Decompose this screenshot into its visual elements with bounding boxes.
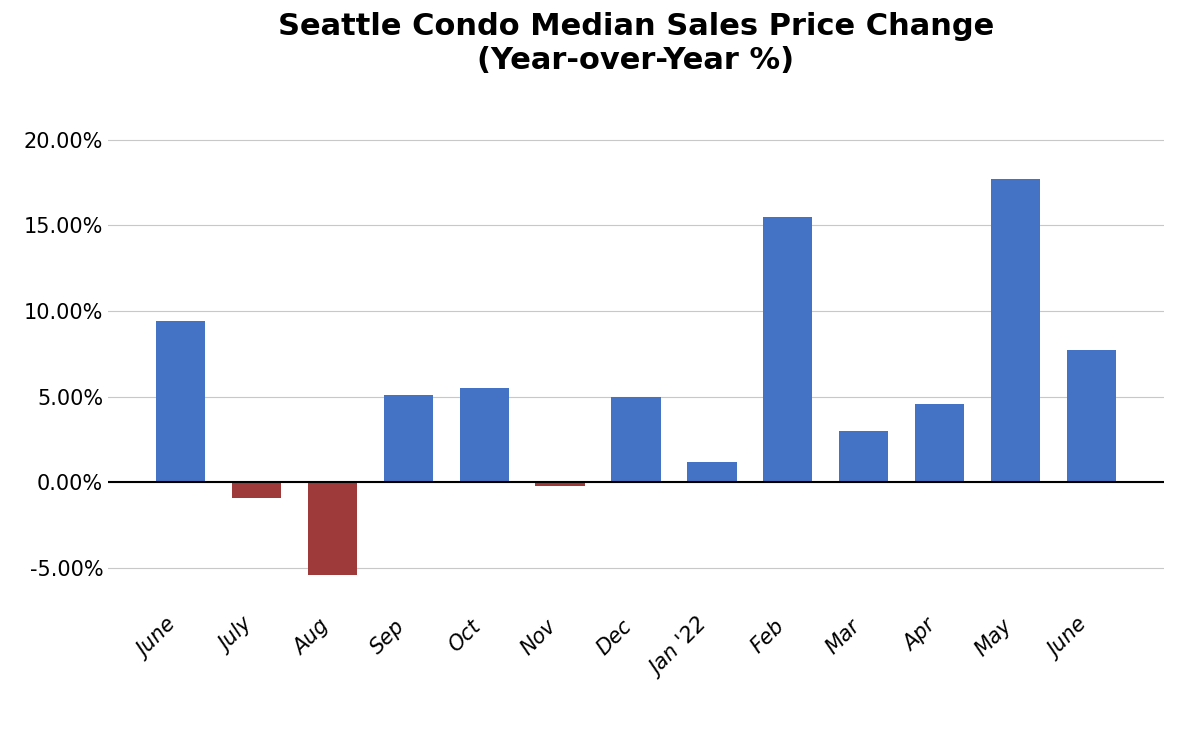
Bar bbox=[156, 321, 205, 483]
Bar bbox=[384, 395, 433, 483]
Bar bbox=[1067, 350, 1116, 483]
Bar bbox=[232, 483, 281, 498]
Bar bbox=[763, 217, 812, 483]
Bar bbox=[839, 431, 888, 483]
Bar bbox=[460, 388, 509, 483]
Bar bbox=[914, 404, 965, 483]
Bar bbox=[991, 179, 1040, 483]
Bar bbox=[535, 483, 584, 486]
Bar bbox=[611, 396, 661, 483]
Title: Seattle Condo Median Sales Price Change
(Year-over-Year %): Seattle Condo Median Sales Price Change … bbox=[278, 13, 994, 75]
Bar bbox=[307, 483, 358, 575]
Bar bbox=[688, 462, 737, 483]
